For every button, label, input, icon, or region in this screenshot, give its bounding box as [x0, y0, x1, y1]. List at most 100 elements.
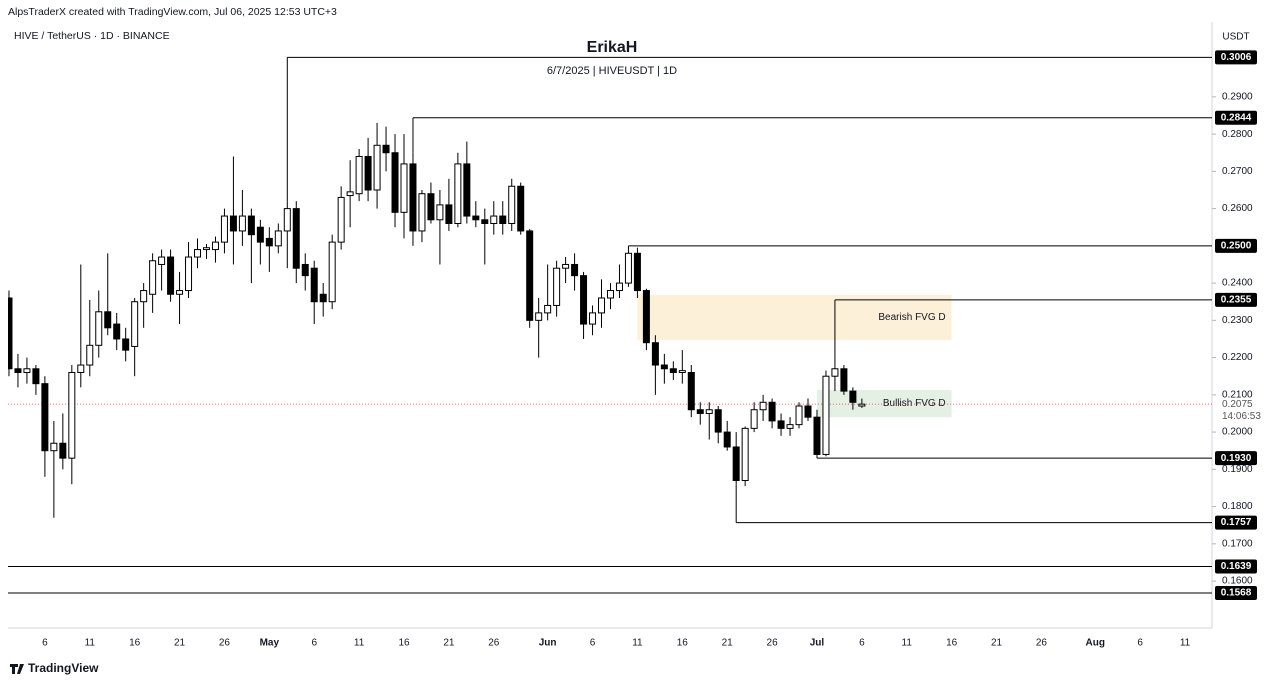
- candle-body: [669, 368, 677, 373]
- level-label: 0.1930: [1221, 453, 1252, 464]
- y-tick-label: 0.2700: [1222, 166, 1253, 177]
- candle-body: [580, 275, 588, 325]
- candle-body: [32, 368, 40, 385]
- candle-body: [202, 247, 210, 251]
- level-label: 0.2844: [1221, 112, 1252, 123]
- candle-body: [400, 163, 408, 213]
- x-tick-label: 11: [1180, 638, 1191, 649]
- candle-body: [606, 290, 614, 299]
- level-tag: [1215, 110, 1257, 125]
- candle-body: [158, 256, 166, 265]
- level-tag: [1215, 585, 1257, 600]
- candle-body: [122, 338, 130, 351]
- candle-body: [642, 290, 650, 344]
- candle-body: [508, 185, 516, 225]
- level-tag: [1215, 50, 1257, 65]
- candle-body: [571, 263, 579, 277]
- currency: USDT: [1222, 32, 1249, 43]
- candle-body: [77, 364, 85, 373]
- candle-body: [337, 196, 345, 243]
- candle-body: [849, 390, 857, 403]
- y-tick-label: 0.2000: [1222, 427, 1253, 438]
- candle-body: [418, 193, 426, 232]
- candle-body: [59, 442, 67, 459]
- countdown: 14:06:53: [1222, 411, 1261, 422]
- candle-body: [364, 155, 372, 191]
- candle-body: [14, 368, 22, 373]
- candle-body: [283, 208, 291, 232]
- header: AlpsTraderX created with TradingView.com…: [8, 6, 337, 18]
- candle-body: [804, 405, 812, 418]
- chart-title: ErikaH: [587, 39, 638, 56]
- candle-body: [445, 204, 453, 225]
- candle-body: [247, 215, 255, 236]
- x-tick-label: 26: [219, 638, 231, 649]
- candle-body: [615, 282, 623, 292]
- candle-body: [813, 416, 821, 455]
- x-tick-label: Aug: [1086, 638, 1105, 649]
- candle-body: [526, 230, 534, 321]
- y-tick-label: 0.2800: [1222, 129, 1253, 140]
- candle-body: [140, 290, 148, 303]
- candle-body: [310, 267, 318, 303]
- x-tick-label: 21: [443, 638, 455, 649]
- candle-body: [822, 375, 830, 455]
- x-tick-label: 6: [42, 638, 48, 649]
- x-tick-label: 16: [677, 638, 689, 649]
- candle-body: [831, 368, 839, 377]
- fvg-zone: [637, 295, 952, 341]
- x-tick-label: 21: [174, 638, 186, 649]
- x-tick-label: Jun: [539, 638, 557, 649]
- candle-body: [714, 409, 722, 433]
- y-tick-label: 0.2600: [1222, 203, 1253, 214]
- candle-body: [68, 371, 76, 459]
- x-tick-label: 16: [129, 638, 141, 649]
- candle-body: [562, 263, 570, 269]
- x-tick-label: 26: [488, 638, 500, 649]
- candle-body: [759, 401, 767, 411]
- x-tick-label: 6: [1137, 638, 1143, 649]
- x-tick-label: 26: [767, 638, 779, 649]
- y-tick-label: 0.1600: [1222, 576, 1253, 587]
- x-tick-label: May: [260, 638, 280, 649]
- candle-body: [750, 409, 758, 429]
- candle-body: [723, 431, 731, 448]
- y-tick-label: 0.2200: [1222, 352, 1253, 363]
- candle-body: [490, 215, 498, 225]
- candle-body: [660, 364, 668, 370]
- candle-body: [517, 185, 525, 232]
- candle-body: [481, 219, 489, 225]
- symbol: HIVE / TetherUS · 1D · BINANCE: [14, 30, 170, 42]
- chart-subtitle: 6/7/2025 | HIVEUSDT | 1D: [547, 65, 677, 77]
- candle-body: [678, 370, 686, 373]
- y-tick-label: 0.2400: [1222, 278, 1253, 289]
- x-tick-label: 16: [946, 638, 958, 649]
- candle-body: [858, 403, 866, 407]
- plot: Bearish FVG D Bullish FVG D: [8, 56, 1212, 594]
- x-tick-label: 6: [590, 638, 596, 649]
- candle-body: [328, 241, 336, 303]
- candle-body: [274, 230, 282, 247]
- candle-body: [229, 215, 237, 232]
- candle-body: [346, 191, 354, 197]
- candle-body: [499, 215, 507, 225]
- candle-body: [113, 323, 121, 340]
- candle-body: [768, 401, 776, 422]
- candle-body: [86, 344, 94, 366]
- candle-body: [535, 312, 543, 321]
- candle-body: [382, 144, 390, 154]
- x-tick-label: 11: [85, 638, 96, 649]
- candle-body: [454, 163, 462, 225]
- candle-body: [651, 342, 659, 366]
- candle-body: [95, 311, 103, 346]
- x-tick-label: 26: [1036, 638, 1048, 649]
- y-tick-label: 0.2100: [1222, 389, 1253, 400]
- candle-body: [786, 424, 794, 429]
- candle-body: [265, 237, 273, 247]
- y-tick-label: 0.1800: [1222, 501, 1253, 512]
- level-label: 0.1639: [1221, 561, 1252, 572]
- level-label: 0.1568: [1221, 588, 1252, 599]
- candle-body: [131, 301, 139, 347]
- candle-body: [256, 226, 264, 243]
- candle-body: [544, 304, 552, 314]
